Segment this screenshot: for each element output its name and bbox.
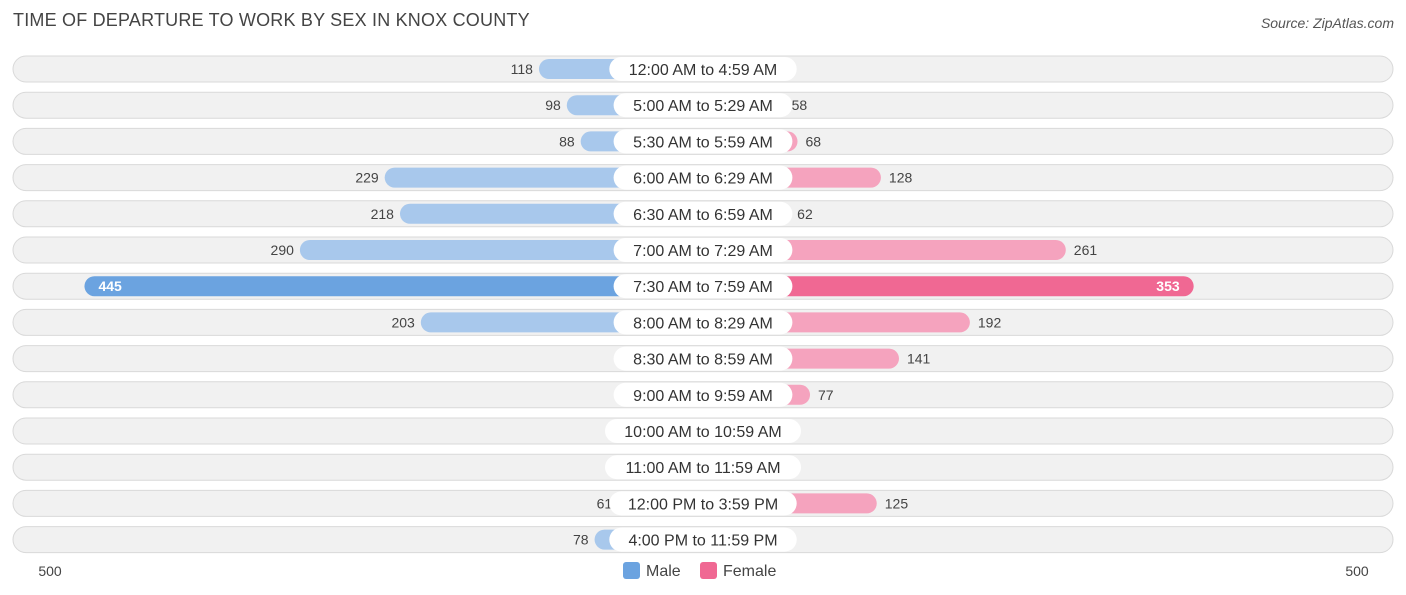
male-value-label: 445: [98, 278, 122, 294]
chart-source: Source: ZipAtlas.com: [1260, 15, 1394, 31]
category-pill: [613, 129, 793, 154]
legend: Male Female: [623, 562, 776, 580]
axis-left-label: 500: [38, 563, 62, 579]
legend-label-male: Male: [646, 563, 681, 580]
female-bar: [703, 240, 1066, 260]
category-pill: [613, 93, 793, 118]
female-bar: [703, 276, 1194, 297]
male-value-label: 78: [573, 532, 589, 548]
male-value-label: 218: [371, 206, 395, 222]
axis-right-label: 500: [1345, 563, 1369, 579]
chart-row: 218 62 6:30 AM to 6:59 AM: [12, 200, 1394, 228]
male-bar: [84, 276, 703, 297]
category-label: 5:00 AM to 5:29 AM: [633, 98, 773, 115]
category-label: 8:30 AM to 8:59 AM: [633, 352, 773, 369]
chart-row: 1182212:00 AM to 4:59 AM: [12, 55, 1394, 83]
category-pill: [609, 491, 797, 516]
category-pill: [613, 238, 793, 262]
chart-row: 221418:30 AM to 8:59 AM: [12, 345, 1394, 373]
chart-row: 78474:00 PM to 11:59 PM: [12, 526, 1394, 554]
category-label: 8:00 AM to 8:29 AM: [633, 315, 773, 332]
female-value-label: 77: [818, 387, 834, 403]
category-pill: [613, 346, 793, 371]
category-label: 12:00 AM to 4:59 AM: [629, 62, 778, 79]
category-pill: [613, 274, 793, 299]
category-label: 11:00 AM to 11:59 AM: [625, 460, 780, 477]
female-value-label: 68: [806, 133, 822, 149]
category-pill: [613, 382, 793, 407]
male-bar: [299, 240, 703, 260]
category-pill: [605, 455, 801, 480]
category-label: 6:30 AM to 6:59 AM: [633, 207, 773, 224]
category-label: 7:00 AM to 7:29 AM: [633, 243, 773, 260]
category-pill: [609, 57, 797, 81]
chart-row: 203 192 8:00 AM to 8:29 AM: [12, 308, 1394, 336]
category-pill: [605, 419, 801, 443]
male-value-label: 88: [559, 133, 575, 149]
category-pill: [609, 527, 797, 552]
category-label: 7:30 AM to 7:59 AM: [633, 279, 773, 296]
category-label: 6:00 AM to 6:29 AM: [633, 171, 773, 188]
female-value-label: 128: [889, 170, 913, 186]
female-value-label: 58: [792, 97, 808, 113]
female-value-label: 141: [907, 351, 931, 367]
category-pill: [613, 201, 793, 226]
chart-row: 98 58 5:00 AM to 5:29 AM: [12, 91, 1394, 119]
female-value-label: 192: [978, 314, 1002, 330]
category-label: 4:00 PM to 11:59 PM: [628, 533, 777, 550]
category-pill: [613, 310, 793, 335]
category-pill: [613, 165, 793, 190]
chart-row: 88 68 5:30 AM to 5:59 AM: [12, 127, 1394, 155]
male-value-label: 290: [271, 242, 295, 258]
female-value-label: 62: [797, 206, 813, 222]
male-value-label: 229: [355, 170, 379, 186]
category-label: 9:00 AM to 9:59 AM: [633, 388, 773, 405]
female-value-label: 261: [1074, 242, 1098, 258]
female-value-label: 353: [1156, 278, 1180, 294]
male-value-label: 203: [391, 314, 415, 330]
chart-row: 61 125 12:00 PM to 3:59 PM: [12, 489, 1394, 517]
legend-label-female: Female: [723, 563, 776, 580]
male-value-label: 118: [511, 61, 534, 77]
category-label: 5:30 AM to 5:59 AM: [633, 134, 773, 151]
chart-row: 290 261 7:00 AM to 7:29 AM: [12, 236, 1394, 264]
legend-swatch-male: [623, 562, 640, 579]
chart-row: 445 353 7:30 AM to 7:59 AM: [12, 272, 1394, 300]
male-value-label: 98: [545, 97, 561, 113]
female-value-label: 125: [885, 495, 909, 511]
legend-swatch-female: [700, 562, 717, 579]
male-value-label: 61: [597, 495, 613, 511]
category-label: 10:00 AM to 10:59 AM: [624, 424, 781, 441]
chart-row: 40779:00 AM to 9:59 AM: [12, 381, 1394, 409]
category-label: 12:00 PM to 3:59 PM: [628, 496, 778, 513]
chart-row: 272911:00 AM to 11:59 AM: [12, 453, 1394, 481]
chart-title: TIME OF DEPARTURE TO WORK BY SEX IN KNOX…: [13, 10, 530, 30]
chart-row: 274410:00 AM to 10:59 AM: [12, 417, 1394, 445]
chart-row: 229 128 6:00 AM to 6:29 AM: [12, 164, 1394, 192]
